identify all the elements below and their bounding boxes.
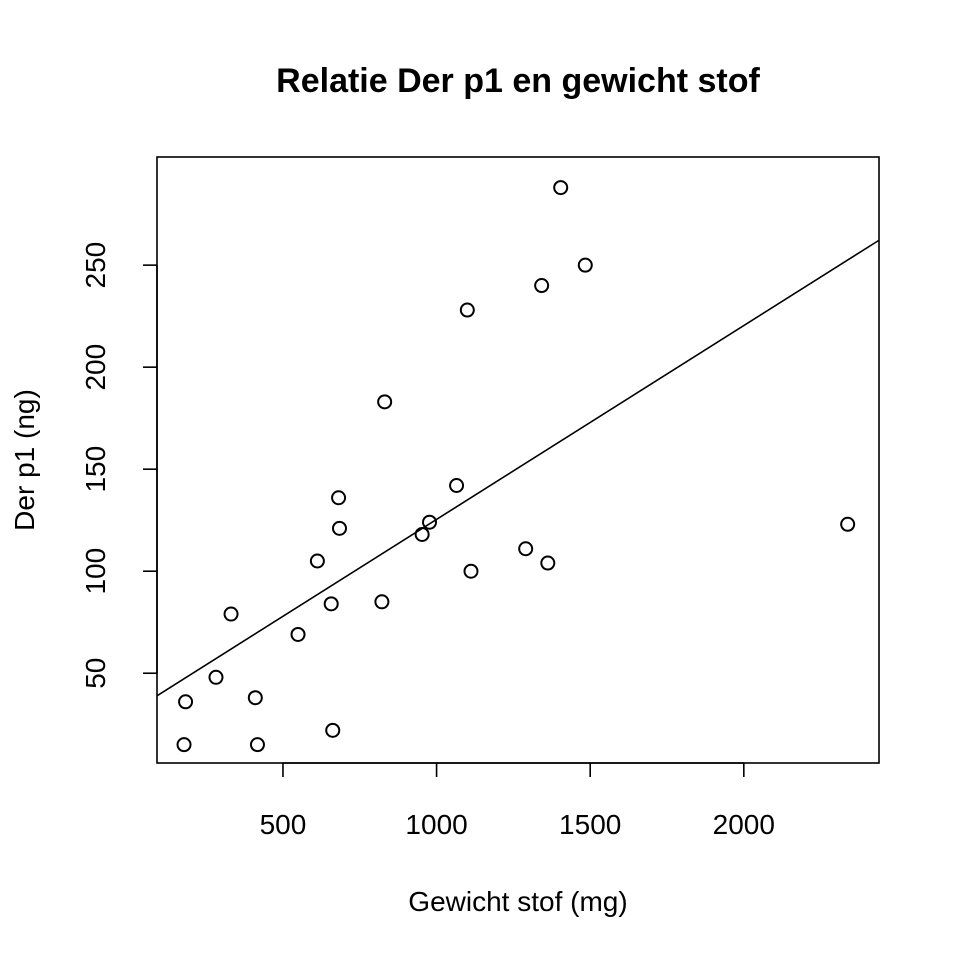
x-tick-label: 1500 <box>559 809 621 840</box>
y-tick-label: 150 <box>80 446 111 493</box>
data-point <box>331 520 347 536</box>
data-point <box>374 594 390 610</box>
chart-title: Relatie Der p1 en gewicht stof <box>276 62 760 100</box>
data-point <box>178 694 194 710</box>
data-point <box>414 526 430 542</box>
data-point <box>325 722 341 738</box>
regression-line-layer <box>156 239 880 697</box>
data-point <box>323 596 339 612</box>
y-tick-label: 100 <box>80 548 111 595</box>
y-tick-label: 50 <box>80 658 111 689</box>
data-point <box>208 669 224 685</box>
data-point <box>176 737 192 753</box>
data-point <box>459 302 475 318</box>
y-axis-label: Der p1 (ng) <box>9 389 40 531</box>
regression-line <box>156 239 880 697</box>
data-point <box>422 514 438 530</box>
x-axis-label: Gewicht stof (mg) <box>408 886 627 917</box>
data-point <box>840 516 856 532</box>
data-point <box>290 626 306 642</box>
y-axis: 50 100 150 200 250 <box>80 242 158 689</box>
plot-frame <box>156 156 880 764</box>
data-point <box>377 394 393 410</box>
data-point <box>463 563 479 579</box>
data-point <box>449 478 465 494</box>
data-point <box>518 541 534 557</box>
data-point <box>223 606 239 622</box>
x-tick-label: 500 <box>260 809 307 840</box>
data-point <box>577 257 593 273</box>
x-tick-label: 1000 <box>405 809 467 840</box>
y-tick-label: 200 <box>80 344 111 391</box>
data-point <box>553 180 569 196</box>
data-point <box>534 278 550 294</box>
x-axis: 500 1000 1500 2000 <box>260 762 775 840</box>
data-point <box>249 737 265 753</box>
data-point <box>331 490 347 506</box>
x-tick-label: 2000 <box>713 809 775 840</box>
data-point <box>247 690 263 706</box>
data-point <box>309 553 325 569</box>
data-point <box>540 555 556 571</box>
y-tick-label: 250 <box>80 242 111 289</box>
points-layer <box>176 180 856 753</box>
